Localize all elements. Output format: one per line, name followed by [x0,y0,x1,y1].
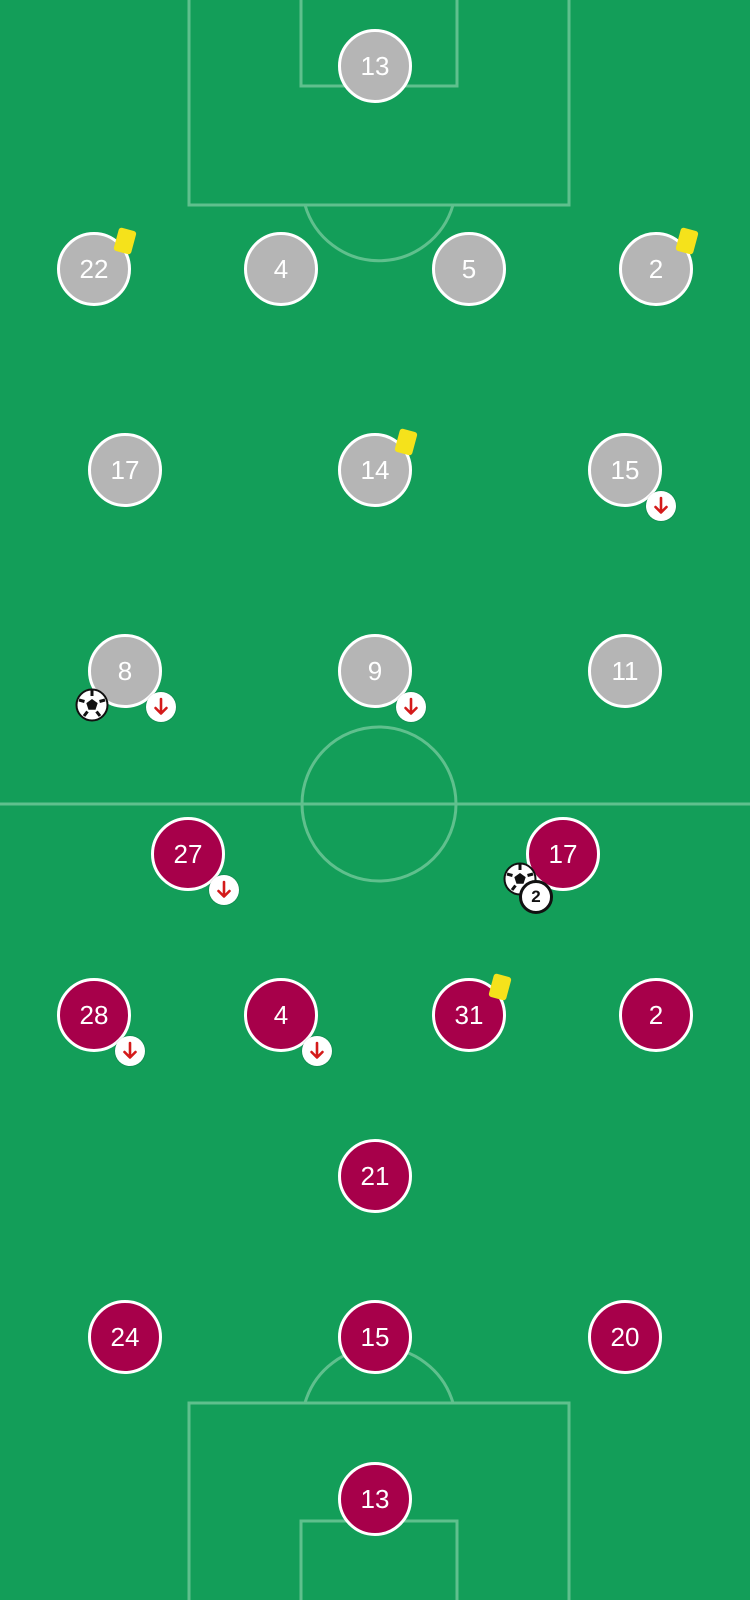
player-number: 11 [611,656,639,686]
player-number: 2 [648,1000,664,1030]
center-circle [300,725,458,883]
away-player-14[interactable]: 14 [338,428,418,507]
player-number: 22 [79,254,109,284]
away-player-15[interactable]: 15 [588,433,676,521]
player-number: 24 [110,1322,140,1352]
substitution-off-icon [396,692,426,722]
home-player-24[interactable]: 24 [88,1300,162,1374]
player-number: 13 [360,1484,390,1514]
player-number: 2 [648,254,664,284]
away-player-8[interactable]: 8 [75,634,176,722]
soccer-ball-icon [75,688,109,722]
home-player-27[interactable]: 27 [151,817,239,905]
player-number: 5 [461,254,477,284]
player-number: 27 [173,839,203,869]
bottom-penalty-area [187,1401,571,1600]
substitution-off-icon [146,692,176,722]
substitution-off-icon [646,491,676,521]
player-number: 4 [273,254,289,284]
away-player-17[interactable]: 17 [88,433,162,507]
away-player-13[interactable]: 13 [338,29,412,103]
player-number: 20 [610,1322,640,1352]
away-player-4[interactable]: 4 [244,232,318,306]
home-player-2[interactable]: 2 [619,978,693,1052]
player-number: 31 [454,1000,484,1030]
player-number: 13 [360,51,390,81]
home-player-13[interactable]: 13 [338,1462,412,1536]
player-number: 15 [360,1322,390,1352]
player-number: 14 [360,455,390,485]
player-number: 9 [367,656,383,686]
home-player-20[interactable]: 20 [588,1300,662,1374]
away-player-11[interactable]: 11 [588,634,662,708]
player-number: 17 [548,839,578,869]
goal-count-badge: 2 [519,880,553,914]
home-player-15[interactable]: 15 [338,1300,412,1374]
away-player-5[interactable]: 5 [432,232,506,306]
top-penalty-arc [303,204,455,263]
substitution-off-icon [209,875,239,905]
home-player-21[interactable]: 21 [338,1139,412,1213]
top-penalty-area [187,0,571,207]
home-player-4[interactable]: 4 [244,978,332,1066]
player-number: 28 [79,1000,109,1030]
substitution-off-icon [302,1036,332,1066]
player-number: 21 [360,1161,390,1191]
home-player-31[interactable]: 31 [432,973,512,1052]
away-player-2[interactable]: 2 [619,227,699,306]
player-number: 4 [273,1000,289,1030]
substitution-off-icon [115,1036,145,1066]
player-number: 17 [110,455,140,485]
player-number: 8 [117,656,133,686]
home-player-17[interactable]: 17 2 [503,817,600,914]
away-player-9[interactable]: 9 [338,634,426,722]
player-number: 15 [610,455,640,485]
home-player-28[interactable]: 28 [57,978,145,1066]
away-player-22[interactable]: 22 [57,227,137,306]
